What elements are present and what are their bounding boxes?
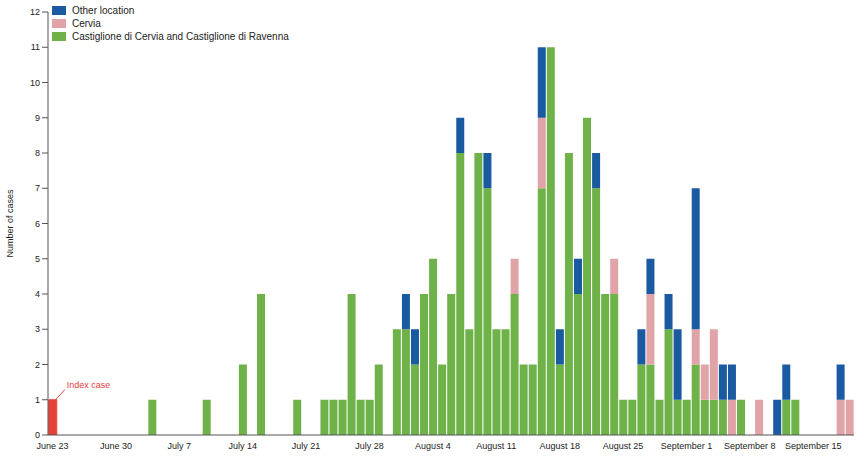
svg-text:12: 12 [30,7,40,17]
svg-text:Index case: Index case [67,380,111,390]
svg-text:0: 0 [35,430,40,440]
svg-text:August 18: August 18 [539,441,580,451]
html-text:Castiglione di Cervia and Cast: Castiglione di Cervia and Castiglione di… [72,31,289,42]
svg-text:5: 5 [35,254,40,264]
svg-text:11: 11 [31,42,40,52]
svg-text:August 11: August 11 [476,441,516,451]
svg-text:3: 3 [35,324,40,334]
svg-text:July 28: July 28 [355,441,384,451]
svg-text:September 15: September 15 [785,441,842,451]
svg-text:August 4: August 4 [415,441,451,451]
svg-text:September 8: September 8 [724,441,776,451]
svg-text:1: 1 [35,395,40,405]
svg-text:July 21: July 21 [292,441,321,451]
svg-text:July 14: July 14 [228,441,257,451]
svg-text:June 23: June 23 [37,441,69,451]
svg-text:July 7: July 7 [168,441,192,451]
svg-text:4: 4 [35,289,40,299]
svg-text:June 30: June 30 [100,441,132,451]
svg-text:6: 6 [35,219,40,229]
svg-text:9: 9 [35,113,40,123]
svg-text:Number of cases: Number of cases [5,189,15,258]
svg-text:8: 8 [35,148,40,158]
svg-text:August 25: August 25 [603,441,644,451]
html-text:Other location: Other location [72,5,135,16]
svg-text:7: 7 [35,183,40,193]
svg-text:September 1: September 1 [661,441,713,451]
html-text:Cervia: Cervia [72,18,101,29]
svg-text:2: 2 [35,360,40,370]
svg-text:10: 10 [30,78,40,88]
